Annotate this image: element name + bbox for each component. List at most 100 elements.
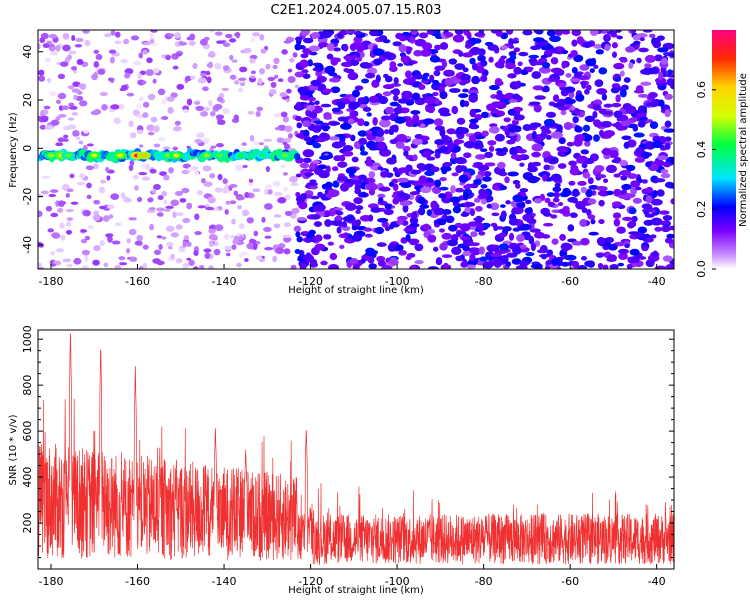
heatmap-cell bbox=[611, 42, 618, 49]
heatmap-cell bbox=[209, 173, 216, 179]
heatmap-cell bbox=[489, 202, 500, 211]
heatmap-cell bbox=[111, 240, 121, 245]
heatmap-cell bbox=[107, 235, 113, 243]
heatmap-cell bbox=[613, 173, 621, 178]
heatmap-cell bbox=[654, 265, 667, 269]
heatmap-cell bbox=[58, 200, 65, 208]
heatmap-cell bbox=[222, 108, 230, 114]
heatmap-cell bbox=[200, 111, 209, 117]
heatmap-cell bbox=[382, 51, 393, 59]
heatmap-cell bbox=[498, 243, 510, 251]
heatmap-cell bbox=[494, 93, 507, 101]
heatmap-cell bbox=[581, 80, 587, 89]
heatmap-cell bbox=[208, 240, 214, 247]
heatmap-cell bbox=[318, 155, 331, 160]
heatmap-cell bbox=[118, 256, 126, 261]
heatmap-cell bbox=[193, 266, 199, 269]
heatmap-cell bbox=[92, 163, 99, 170]
heatmap-cell bbox=[633, 132, 645, 138]
heatmap-cell bbox=[324, 210, 331, 217]
heatmap-cell bbox=[567, 196, 578, 203]
heatmap-cell bbox=[283, 248, 291, 255]
heatmap-cell bbox=[247, 110, 255, 115]
heatmap-cell bbox=[84, 39, 91, 47]
heatmap-cell bbox=[601, 93, 608, 101]
heatmap-cell bbox=[439, 176, 447, 182]
heatmap-cell bbox=[277, 197, 287, 204]
heatmap-cell bbox=[90, 110, 100, 116]
heatmap-cell bbox=[526, 67, 533, 73]
heatmap-cell bbox=[165, 54, 171, 61]
heatmap-cell bbox=[569, 167, 580, 176]
heatmap-cell bbox=[396, 218, 404, 226]
heatmap-cell bbox=[329, 252, 338, 261]
heatmap-cell bbox=[246, 217, 254, 224]
heatmap-cell bbox=[322, 88, 334, 93]
heatmap-cell bbox=[110, 104, 120, 110]
heatmap-cell bbox=[252, 32, 261, 37]
heatmap-cell bbox=[410, 169, 422, 175]
heatmap-cell bbox=[217, 173, 223, 181]
heatmap-cell bbox=[565, 72, 572, 78]
heatmap-cell bbox=[645, 195, 653, 204]
heatmap-cell bbox=[368, 188, 376, 196]
heatmap-cell bbox=[462, 67, 469, 73]
heatmap-cell bbox=[480, 198, 487, 205]
heatmap-cell bbox=[525, 251, 535, 257]
heatmap-cell bbox=[606, 30, 618, 35]
heatmap-cell bbox=[249, 54, 258, 60]
heatmap-cell bbox=[410, 30, 418, 35]
heatmap-cell bbox=[564, 98, 576, 105]
heatmap-cell bbox=[232, 239, 240, 245]
heatmap-cell bbox=[511, 208, 517, 215]
heatmap-cell bbox=[579, 64, 590, 71]
heatmap-cell bbox=[210, 145, 217, 149]
heatmap-cell bbox=[484, 162, 496, 167]
heatmap-cell bbox=[413, 73, 424, 80]
heatmap-cell bbox=[567, 238, 577, 243]
heatmap-cell bbox=[191, 165, 199, 171]
heatmap-cell bbox=[216, 40, 225, 44]
heatmap-cell bbox=[502, 240, 513, 245]
heatmap-x-tick-label: -100 bbox=[385, 275, 410, 288]
heatmap-cell bbox=[351, 156, 359, 163]
heatmap-cell bbox=[175, 212, 184, 217]
heatmap-cell bbox=[85, 165, 95, 171]
heatmap-cell bbox=[312, 142, 322, 149]
heatmap-cell bbox=[145, 163, 150, 171]
heatmap-cell bbox=[309, 161, 316, 170]
heatmap-cell bbox=[222, 178, 228, 185]
heatmap-cell bbox=[313, 167, 324, 176]
heatmap-cell bbox=[598, 199, 605, 207]
heatmap-cell bbox=[250, 37, 256, 43]
heatmap-cell bbox=[586, 209, 592, 217]
heatmap-cell bbox=[174, 32, 181, 39]
heatmap-cell bbox=[448, 224, 458, 232]
heatmap-cell bbox=[635, 186, 642, 191]
heatmap-cell bbox=[531, 143, 544, 152]
heatmap-cell bbox=[357, 130, 368, 137]
heatmap-cell bbox=[304, 49, 312, 55]
heatmap-cell bbox=[241, 142, 248, 146]
heatmap-cell bbox=[153, 183, 161, 191]
heatmap-cell bbox=[224, 208, 229, 215]
heatmap-cell bbox=[165, 205, 174, 209]
heatmap-cell bbox=[349, 257, 359, 265]
heatmap-cell bbox=[568, 160, 577, 166]
heatmap-cell bbox=[547, 77, 559, 82]
heatmap-cell bbox=[508, 58, 515, 64]
heatmap-cell bbox=[82, 30, 90, 34]
heatmap-cell bbox=[117, 103, 125, 110]
heatmap-cell bbox=[483, 170, 492, 177]
heatmap-cell bbox=[99, 240, 105, 247]
heatmap-cell bbox=[328, 136, 340, 141]
heatmap-cell bbox=[367, 256, 375, 264]
heatmap-cell bbox=[637, 121, 646, 128]
heatmap-cell bbox=[256, 106, 264, 112]
heatmap-cell bbox=[477, 54, 486, 62]
heatmap-cell bbox=[660, 57, 668, 65]
heatmap-cell bbox=[474, 114, 483, 121]
heatmap-cell bbox=[662, 255, 673, 262]
heatmap-cell bbox=[150, 116, 158, 123]
heatmap-cell bbox=[488, 126, 500, 134]
